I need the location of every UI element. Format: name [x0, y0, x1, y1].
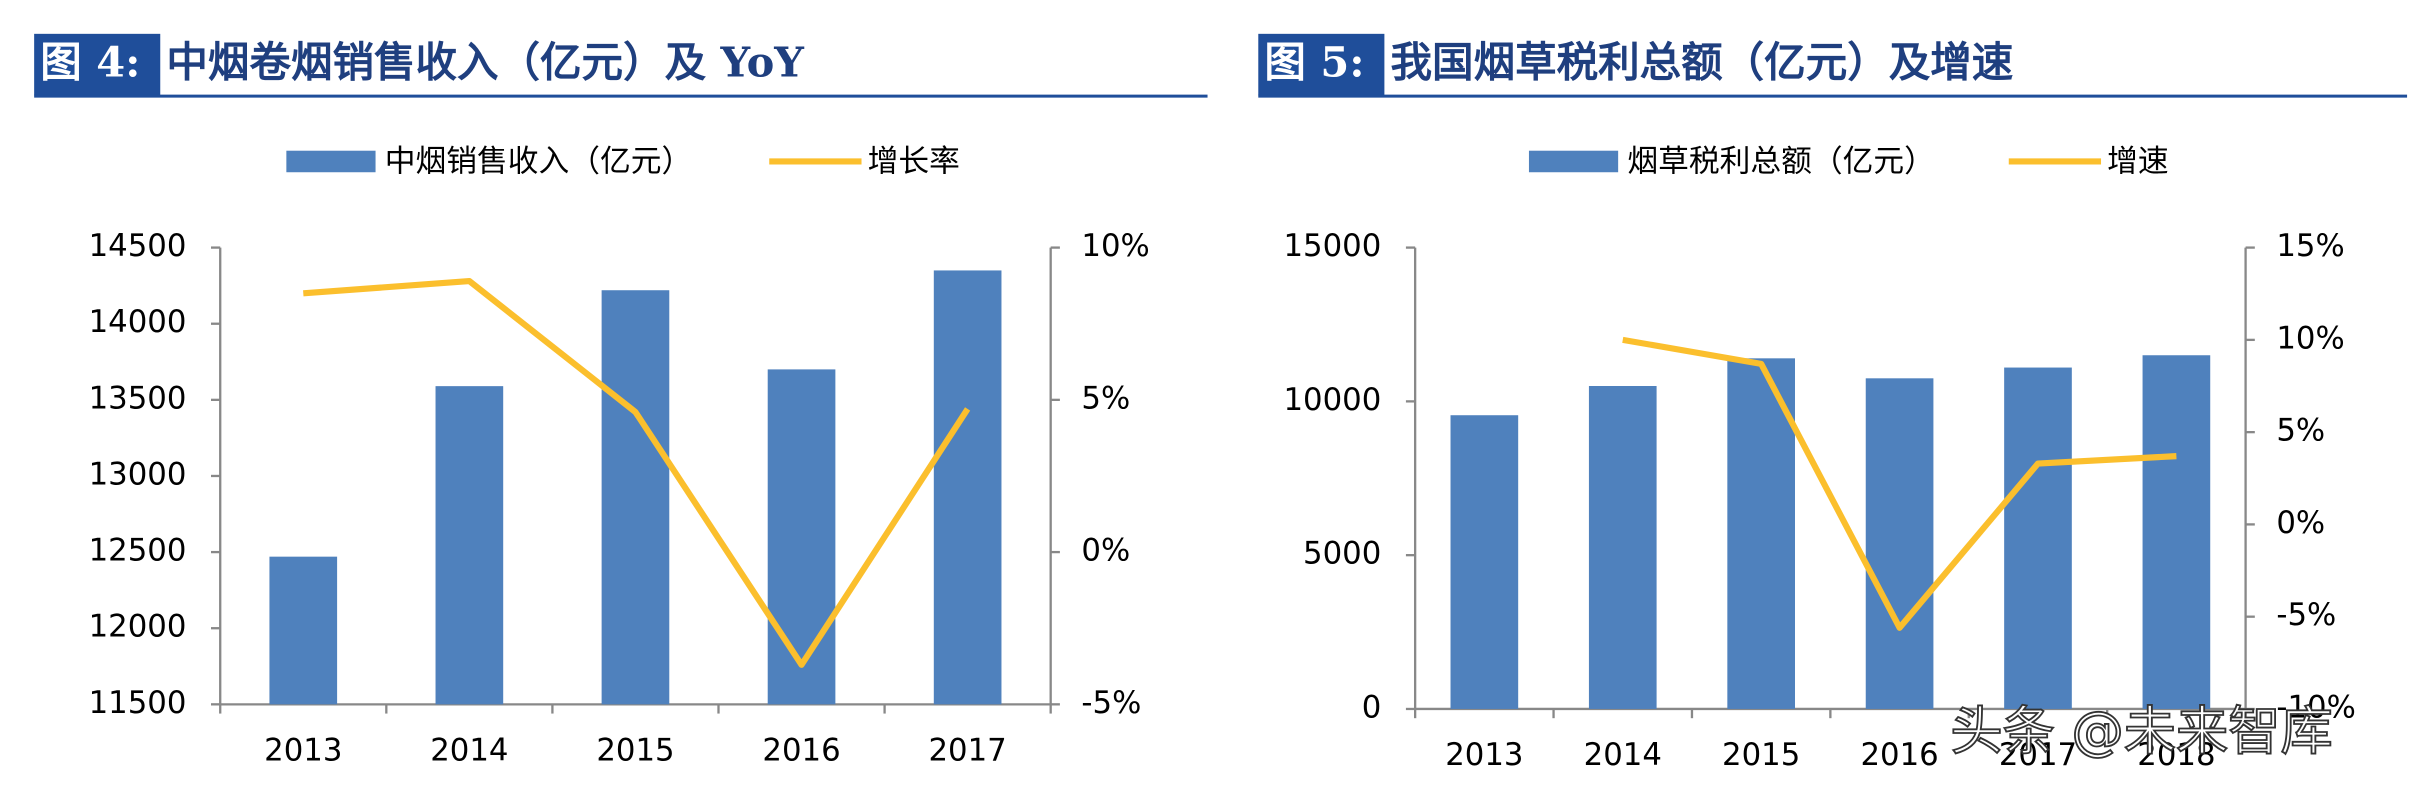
x-tick-label: 2014: [430, 733, 508, 769]
bar: [1727, 358, 1796, 709]
legend-swatch: [286, 150, 376, 173]
bar: [1450, 415, 1519, 709]
y2-tick-label: 5%: [1081, 380, 1130, 416]
y2-tick-label: 0%: [2276, 505, 2325, 541]
legend-label: 中烟销售收入（亿元）: [385, 144, 693, 180]
x-tick-label: 2018: [2137, 737, 2215, 773]
bar: [435, 386, 504, 705]
y2-tick-label: 15%: [2276, 228, 2344, 264]
y-tick-label: 13500: [89, 380, 187, 416]
line-series: [1622, 336, 2177, 631]
y-tick-label: 13000: [89, 456, 187, 492]
y-tick-label: 12500: [89, 533, 187, 569]
bar: [2142, 355, 2211, 709]
bar: [2004, 367, 2072, 709]
legend-label: 增速: [2107, 144, 2169, 180]
bar: [1865, 378, 1934, 709]
bar: [933, 270, 1002, 705]
y-tick-label: 11500: [89, 685, 187, 721]
legend-label: 增长率: [868, 144, 960, 180]
x-tick-label: 2014: [1584, 737, 1662, 773]
y-tick-label: 12000: [89, 609, 187, 645]
y2-tick-label: 0%: [1081, 533, 1130, 569]
y-tick-label: 0: [1362, 689, 1382, 725]
chart-title: 中烟卷烟销售收入（亿元）及 YoY: [166, 38, 805, 87]
y-tick-label: 10000: [1283, 382, 1381, 418]
y-tick-label: 14000: [89, 304, 187, 340]
x-tick-label: 2013: [1445, 737, 1523, 773]
y2-tick-label: 5%: [2276, 413, 2325, 449]
x-tick-label: 2016: [1860, 737, 1938, 773]
x-tick-label: 2013: [264, 733, 342, 769]
x-tick-label: 2015: [596, 733, 674, 769]
y2-tick-label: -10%: [2276, 689, 2355, 725]
y2-tick-label: -5%: [1081, 685, 1141, 721]
y-tick-label: 5000: [1303, 536, 1381, 572]
figure-label-box: [34, 33, 161, 96]
figure-label: 图 5:: [1264, 38, 1364, 87]
legend-swatch: [1528, 150, 1619, 173]
x-tick-label: 2017: [928, 733, 1006, 769]
y2-tick-label: 10%: [2276, 320, 2344, 356]
y2-tick-label: 10%: [1081, 228, 1149, 264]
legend-label: 烟草税利总额（亿元）: [1627, 144, 1935, 180]
x-tick-label: 2015: [1722, 737, 1800, 773]
x-tick-label: 2016: [762, 733, 840, 769]
bar: [269, 556, 338, 705]
bar: [601, 290, 670, 705]
bar: [1588, 386, 1657, 709]
line-series: [303, 278, 971, 668]
chart-title: 我国烟草税利总额（亿元）及增速: [1391, 38, 2014, 87]
figure-label: 图 4:: [40, 38, 140, 87]
y2-tick-label: -5%: [2276, 597, 2336, 633]
figure-label-box: [1258, 33, 1385, 96]
watermark: 头条 @未来智库: [1950, 701, 2332, 762]
y-tick-label: 14500: [89, 228, 187, 264]
y-tick-label: 15000: [1283, 228, 1381, 264]
bar: [767, 369, 836, 705]
x-tick-label: 2017: [1999, 737, 2077, 773]
